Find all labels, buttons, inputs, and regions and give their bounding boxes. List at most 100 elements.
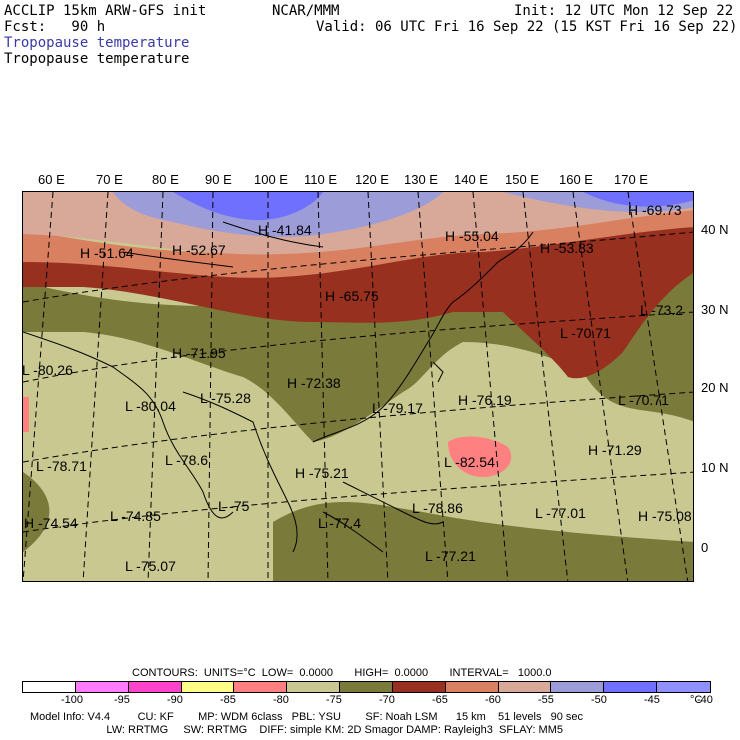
band-minus80-minus85-west bbox=[23, 397, 29, 432]
center-value: -75.21 bbox=[309, 465, 349, 481]
center-value: -70.71 bbox=[571, 325, 611, 341]
center-value: -82.54 bbox=[455, 454, 495, 470]
center-label: L -82.54 bbox=[444, 454, 495, 470]
center-value: -77.21 bbox=[436, 548, 476, 564]
center-mark: H bbox=[287, 375, 298, 391]
center-mark: L bbox=[425, 548, 433, 564]
center-mark: L bbox=[125, 398, 133, 414]
band-minus45-minus50 bbox=[173, 192, 323, 221]
center-mark: L bbox=[412, 500, 420, 516]
center-value: -80.26 bbox=[33, 362, 73, 378]
center-label: L -70.71 bbox=[618, 392, 669, 408]
center-value: -73.2 bbox=[651, 302, 684, 318]
center-value: -75.28 bbox=[211, 390, 251, 406]
field-label-secondary: Tropopause temperature bbox=[4, 51, 190, 67]
center-label: L -78.6 bbox=[165, 452, 208, 468]
color-scale-tick: -60 bbox=[485, 694, 501, 706]
center-label: H -74.54 bbox=[24, 515, 78, 531]
map-frame bbox=[22, 191, 694, 582]
color-scale-cell bbox=[340, 682, 393, 692]
center-value: -75.08 bbox=[652, 508, 692, 524]
color-scale-tick: -65 bbox=[432, 694, 448, 706]
center-mark: H bbox=[80, 245, 91, 261]
center-mark: H bbox=[588, 442, 599, 458]
color-scale-tick: -95 bbox=[114, 694, 130, 706]
color-scale-cell bbox=[234, 682, 288, 692]
forecast-hour: Fcst: 90 h bbox=[4, 19, 106, 35]
center-mark: L bbox=[618, 392, 626, 408]
color-scale-cell bbox=[551, 682, 605, 692]
center-value: -78.6 bbox=[176, 452, 209, 468]
center-label: L -75 bbox=[218, 498, 249, 514]
center-mark: L bbox=[560, 325, 568, 341]
lat-label: 40 N bbox=[701, 222, 729, 237]
graticule bbox=[23, 192, 693, 581]
center-value: -74.54 bbox=[38, 515, 78, 531]
center-mark: L bbox=[125, 558, 133, 574]
color-scale-tick: -55 bbox=[538, 694, 554, 706]
lon-label: 170 E bbox=[614, 172, 648, 187]
color-scale-cell bbox=[181, 682, 235, 692]
color-scale-cell bbox=[128, 682, 182, 692]
center-label: H -51.64 bbox=[80, 245, 134, 261]
organization-label: NCAR/MMM bbox=[272, 3, 340, 19]
center-label: L -80.04 bbox=[125, 398, 176, 414]
center-mark: H bbox=[258, 222, 269, 238]
color-scale-cell bbox=[287, 682, 341, 692]
color-scale-bar bbox=[22, 681, 711, 693]
model-info-line2: LW: RRTMG SW: RRTMG DIFF: simple KM: 2D … bbox=[30, 724, 563, 736]
center-value: -69.73 bbox=[642, 202, 682, 218]
center-mark: H bbox=[540, 240, 551, 256]
center-label: L -80.26 bbox=[22, 362, 73, 378]
center-value: -78.71 bbox=[47, 458, 87, 474]
center-label: H -52.67 bbox=[172, 242, 226, 258]
lon-label: 100 E bbox=[254, 172, 288, 187]
center-value: -71.95 bbox=[186, 345, 226, 361]
center-label: L -77.21 bbox=[425, 548, 476, 564]
center-label: L -78.71 bbox=[36, 458, 87, 474]
center-label: L -77.01 bbox=[535, 505, 586, 521]
lon-label: 110 E bbox=[304, 172, 338, 187]
center-value: -41.84 bbox=[272, 222, 312, 238]
color-scale-cell bbox=[23, 682, 76, 692]
center-label: L -79.17 bbox=[372, 400, 423, 416]
center-mark: H bbox=[458, 392, 469, 408]
field-label-primary: Tropopause temperature bbox=[4, 35, 190, 51]
center-value: -77.01 bbox=[546, 505, 586, 521]
lat-label: 30 N bbox=[701, 302, 729, 317]
center-mark: H bbox=[295, 465, 306, 481]
center-value: -79.17 bbox=[383, 400, 423, 416]
color-scale-cell bbox=[392, 682, 446, 692]
init-time: Init: 12 UTC Mon 12 Sep 22 bbox=[514, 3, 734, 19]
color-scale-tick: -90 bbox=[167, 694, 183, 706]
center-mark: L bbox=[165, 452, 173, 468]
lon-label: 120 E bbox=[355, 172, 389, 187]
center-label: H -53.83 bbox=[540, 240, 594, 256]
center-value: -53.83 bbox=[554, 240, 594, 256]
color-scale-tick: -50 bbox=[591, 694, 607, 706]
color-scale-tick: -85 bbox=[220, 694, 236, 706]
center-value: -52.67 bbox=[186, 242, 226, 258]
center-label: H -69.73 bbox=[628, 202, 682, 218]
band-minus45-minus50-east bbox=[583, 192, 693, 207]
center-mark: L bbox=[200, 390, 208, 406]
center-label: L -75.28 bbox=[200, 390, 251, 406]
center-mark: L bbox=[110, 508, 118, 524]
band-minus70-minus75-south bbox=[273, 502, 693, 581]
center-value: -55.04 bbox=[459, 228, 499, 244]
band-minus65-minus70 bbox=[23, 222, 693, 379]
center-label: H -76.19 bbox=[458, 392, 512, 408]
color-scale-cell bbox=[604, 682, 658, 692]
color-scale-unit: °C bbox=[690, 694, 703, 706]
color-scale-tick: -100 bbox=[61, 694, 84, 706]
valid-time: Valid: 06 UTC Fri 16 Sep 22 (15 KST Fri … bbox=[316, 19, 738, 35]
color-scale-tick: -70 bbox=[379, 694, 395, 706]
center-label: H -71.29 bbox=[588, 442, 642, 458]
center-mark: H bbox=[638, 508, 649, 524]
center-mark: L bbox=[36, 458, 44, 474]
center-label: H -55.04 bbox=[445, 228, 499, 244]
lon-label: 150 E bbox=[505, 172, 539, 187]
center-value: -70.71 bbox=[629, 392, 669, 408]
contours-info: CONTOURS: UNITS=°C LOW= 0.0000 HIGH= 0.0… bbox=[132, 667, 552, 679]
lon-label: 160 E bbox=[559, 172, 593, 187]
